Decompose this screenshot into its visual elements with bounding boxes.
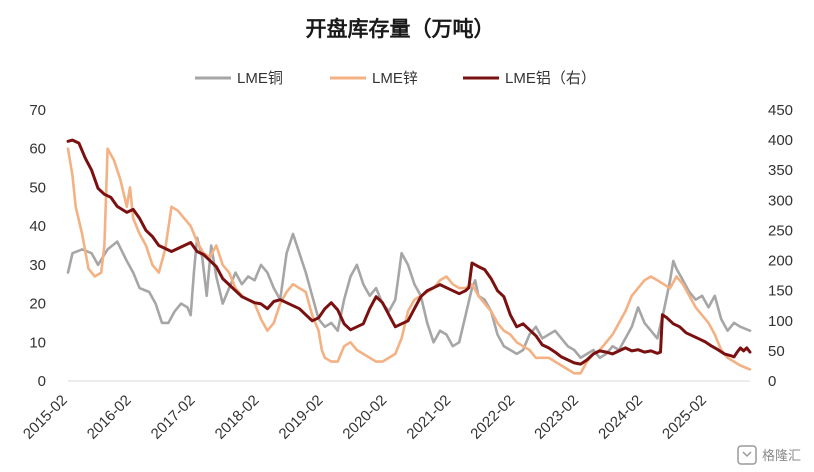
- right-y-axis: 0 50 100 150 200 250 300 350 400 450: [768, 102, 793, 390]
- left-tick-label: 30: [29, 257, 46, 274]
- chart-title: 开盘库存量（万吨）: [306, 17, 495, 41]
- legend-label: LME锌: [372, 70, 418, 87]
- left-tick-label: 10: [29, 334, 46, 351]
- x-tick-label: 2017-02: [148, 392, 199, 443]
- legend-item: LME锌: [330, 70, 418, 87]
- x-tick-label: 2023-02: [531, 392, 582, 443]
- watermark-logo-mark: [742, 451, 752, 458]
- svg-text:2025-02: 2025-02: [659, 392, 710, 443]
- x-tick-label: 2021-02: [403, 392, 454, 443]
- right-tick-label: 300: [768, 192, 793, 209]
- right-tick-label: 250: [768, 222, 793, 239]
- watermark-logo-icon: [737, 445, 757, 465]
- watermark-text: 格隆汇: [762, 448, 801, 463]
- left-tick-label: 60: [29, 141, 46, 158]
- svg-text:2022-02: 2022-02: [467, 392, 518, 443]
- series-line-3: [66, 138, 752, 366]
- x-tick-label: 2018-02: [212, 392, 263, 443]
- x-tick-label: 2020-02: [339, 392, 390, 443]
- right-tick-label: 50: [768, 343, 785, 360]
- series-line-1: [66, 232, 752, 360]
- x-tick-label: 2024-02: [595, 392, 646, 443]
- svg-text:2020-02: 2020-02: [339, 392, 390, 443]
- svg-text:2021-02: 2021-02: [403, 392, 454, 443]
- series-line-2: [66, 147, 752, 375]
- chart-legend: LME铜 LME锌 LME铝（右）: [195, 70, 596, 87]
- legend-item: LME铝（右）: [463, 70, 596, 87]
- x-tick-label: 2019-02: [276, 392, 327, 443]
- left-tick-label: 50: [29, 179, 46, 196]
- right-tick-label: 100: [768, 313, 793, 330]
- x-tick-label: 2016-02: [84, 392, 135, 443]
- x-tick-label: 2022-02: [467, 392, 518, 443]
- svg-text:2024-02: 2024-02: [595, 392, 646, 443]
- left-tick-label: 0: [38, 373, 46, 390]
- left-y-axis: 0 10 20 30 40 50 60 70: [29, 102, 46, 390]
- right-tick-label: 450: [768, 102, 793, 119]
- x-tick-label: 2015-02: [20, 392, 71, 443]
- right-tick-label: 350: [768, 162, 793, 179]
- x-axis: 2015-02 2016-02 2017-02 2018-02 2019-02 2020-…: [20, 380, 750, 443]
- x-tick-label: 2025-02: [659, 392, 710, 443]
- right-tick-label: 0: [768, 373, 776, 390]
- left-tick-label: 70: [29, 102, 46, 119]
- right-tick-label: 150: [768, 283, 793, 300]
- left-tick-label: 40: [29, 218, 46, 235]
- legend-label: LME铜: [237, 70, 283, 87]
- svg-text:2023-02: 2023-02: [531, 392, 582, 443]
- left-tick-label: 20: [29, 296, 46, 313]
- right-tick-label: 200: [768, 253, 793, 270]
- series-layer: [66, 138, 752, 375]
- svg-text:2016-02: 2016-02: [84, 392, 135, 443]
- watermark: 格隆汇: [737, 445, 801, 465]
- svg-text:2017-02: 2017-02: [148, 392, 199, 443]
- legend-item: LME铜: [195, 70, 283, 87]
- svg-text:2015-02: 2015-02: [20, 392, 71, 443]
- svg-text:2018-02: 2018-02: [212, 392, 263, 443]
- legend-label: LME铝（右）: [505, 70, 596, 87]
- svg-text:2019-02: 2019-02: [276, 392, 327, 443]
- right-tick-label: 400: [768, 132, 793, 149]
